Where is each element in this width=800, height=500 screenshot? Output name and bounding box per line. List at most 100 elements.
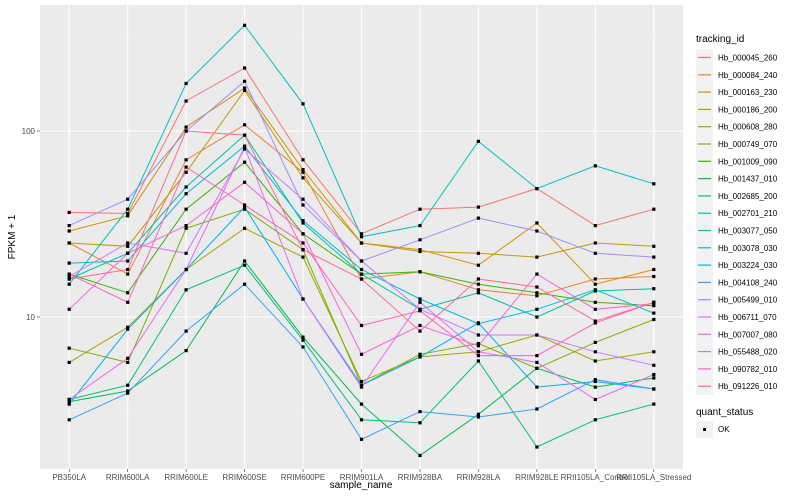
data-point: [126, 383, 130, 387]
x-tick-label: RRIM600LA: [106, 473, 150, 482]
shape-legend-label: OK: [718, 425, 730, 434]
data-point: [184, 226, 188, 230]
data-point: [126, 207, 130, 211]
data-point: [476, 354, 480, 358]
data-point: [243, 133, 247, 137]
data-point: [184, 224, 188, 228]
data-point: [652, 274, 656, 279]
data-point: [593, 319, 597, 323]
legend-label: Hb_003077_050: [718, 227, 778, 236]
data-point: [184, 329, 188, 333]
data-point: [67, 400, 71, 404]
data-point: [652, 267, 656, 272]
data-point: [476, 333, 480, 337]
data-point: [359, 235, 364, 239]
data-point: [476, 291, 480, 295]
data-point: [593, 418, 597, 422]
data-point: [418, 297, 422, 301]
legend-label: Hb_006711_070: [718, 313, 777, 322]
data-point: [301, 255, 305, 259]
x-axis-title: sample_name: [330, 480, 393, 491]
data-point: [359, 241, 364, 245]
legend-label: Hb_003224_030: [718, 261, 778, 270]
data-point: [184, 125, 188, 129]
data-point: [418, 249, 422, 254]
legend-label: Hb_005499_010: [718, 296, 778, 305]
data-point: [652, 363, 656, 367]
data-point: [126, 327, 130, 331]
data-point: [593, 340, 597, 344]
data-point: [301, 297, 305, 301]
data-point: [301, 221, 305, 225]
data-point: [535, 366, 539, 370]
data-point: [593, 288, 597, 292]
data-point: [243, 203, 247, 207]
data-point: [126, 214, 130, 218]
data-point: [184, 349, 188, 353]
legend-label: Hb_000608_280: [718, 123, 778, 132]
data-point: [126, 356, 130, 360]
legend-label: Hb_004108_240: [718, 278, 778, 287]
data-point: [301, 345, 305, 349]
data-point: [184, 165, 188, 169]
data-point: [184, 288, 188, 292]
data-point: [359, 402, 364, 406]
data-point: [301, 241, 305, 245]
data-point: [418, 453, 422, 458]
data-point: [593, 277, 597, 281]
legend-items: Hb_000045_260 Hb_000084_240 Hb_000163_230 H…: [696, 49, 778, 395]
x-tick-label: RRIM600PE: [281, 473, 325, 482]
data-point: [126, 325, 130, 329]
data-point: [535, 333, 539, 337]
legend-label: Hb_007007_080: [718, 330, 778, 339]
data-point: [593, 307, 597, 311]
data-point: [535, 407, 539, 411]
data-point: [652, 387, 656, 391]
data-point: [67, 241, 71, 245]
legend-label: Hb_055488_020: [718, 348, 778, 357]
data-point: [652, 373, 656, 377]
data-point: [476, 321, 480, 325]
data-point: [476, 282, 480, 286]
legend-label: Hb_000084_240: [718, 71, 778, 80]
data-point: [535, 294, 539, 298]
data-point: [535, 360, 539, 364]
legend-label: Hb_003078_030: [718, 244, 778, 253]
data-point: [418, 329, 422, 333]
data-point: [652, 350, 656, 354]
data-point: [476, 205, 480, 209]
data-point: [593, 251, 597, 255]
data-point: [418, 300, 422, 304]
data-point: [243, 160, 247, 164]
data-point: [476, 277, 480, 281]
legend-label: Hb_001437_010: [718, 175, 778, 184]
y-axis: 10 100: [22, 127, 40, 322]
data-point: [126, 251, 130, 255]
data-point: [184, 251, 188, 255]
data-point: [652, 317, 656, 322]
data-point: [476, 415, 480, 419]
data-point: [243, 226, 247, 230]
data-point: [359, 272, 364, 276]
data-point: [359, 437, 364, 441]
data-point: [67, 360, 71, 364]
data-point: [67, 272, 71, 276]
data-point: [126, 291, 130, 295]
data-point: [418, 421, 422, 425]
data-point: [593, 359, 597, 363]
data-point: [126, 391, 130, 395]
data-point: [243, 88, 247, 93]
x-tick-label: RRII105LA_Control: [561, 473, 631, 482]
data-point: [535, 255, 539, 259]
data-point: [184, 267, 188, 272]
legend: tracking_id Hb_000045_260Hb_000084_240Hb…: [696, 34, 778, 438]
data-point: [476, 344, 480, 348]
data-point: [535, 445, 539, 449]
data-point: [476, 216, 480, 220]
data-point: [418, 309, 422, 313]
data-point: [476, 350, 480, 354]
data-point: [359, 323, 364, 328]
data-point: [652, 304, 656, 308]
legend-title: tracking_id: [696, 34, 744, 45]
